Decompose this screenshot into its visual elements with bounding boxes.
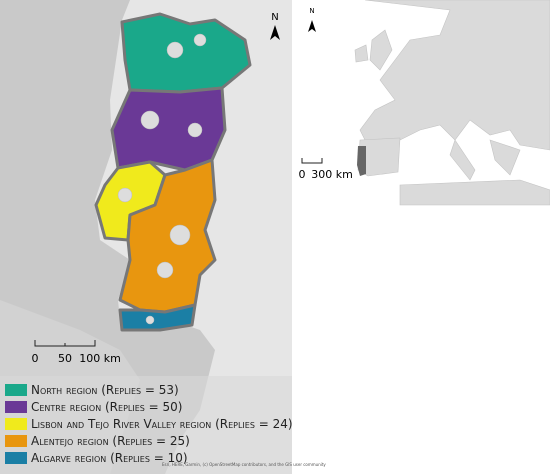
- scale-label: 100 km: [79, 352, 121, 365]
- north-arrow: N: [270, 12, 280, 40]
- algarve-region: [118, 303, 197, 332]
- legend-label: Alentejo region (Replies = 25): [31, 434, 190, 448]
- portugal-inset: [357, 146, 366, 176]
- legend: North region (Replies = 53) Centre region…: [5, 383, 293, 465]
- scale-bar: 0 300 km: [299, 158, 353, 181]
- scale-bar: 0 50 100 km: [32, 340, 121, 365]
- legend-swatch: [5, 401, 27, 413]
- scale-label: 300 km: [311, 168, 353, 181]
- legend-swatch: [5, 435, 27, 447]
- legend-swatch: [5, 384, 27, 396]
- legend-label: Centre region (Replies = 50): [31, 400, 182, 414]
- legend-label: Algarve region (Replies = 10): [31, 451, 188, 465]
- north-arrow: N: [308, 7, 316, 32]
- scale-label: 0: [299, 168, 306, 181]
- legend-label: North region (Replies = 53): [31, 383, 179, 397]
- north-label: N: [309, 7, 314, 15]
- europe-land: [354, 0, 550, 206]
- legend-bg: [0, 376, 292, 474]
- scale-label: 0: [32, 352, 39, 365]
- legend-label: Lisbon and Tejo River Valley region (Rep…: [31, 417, 293, 431]
- north-region: [120, 12, 252, 94]
- legend-swatch: [5, 452, 27, 464]
- scale-label: 50: [58, 352, 72, 365]
- legend-swatch: [5, 418, 27, 430]
- centre-region: [110, 86, 227, 172]
- attribution: Esri, HERE, Garmin, (c) OpenStreetMap co…: [162, 462, 326, 467]
- north-label: N: [271, 12, 278, 23]
